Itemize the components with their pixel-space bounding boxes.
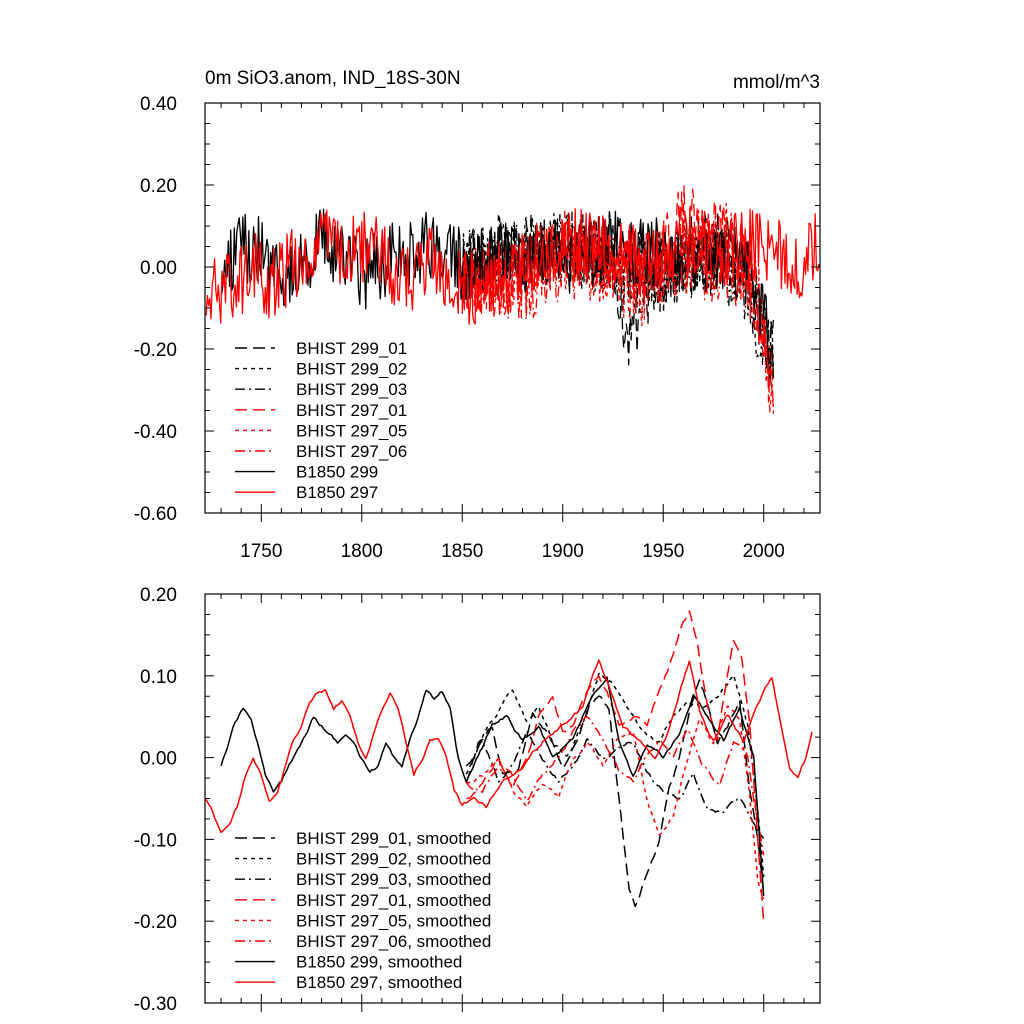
top-series-line: [461, 211, 775, 387]
top-ytick-label: -0.20: [134, 340, 177, 361]
top-legend-label: B1850 297: [296, 483, 378, 502]
top-ytick-label: 0.40: [140, 94, 177, 115]
top-xtick-label: 1800: [341, 541, 383, 562]
bottom-legend-label: BHIST 297_05, smoothed: [296, 911, 491, 930]
top-title: 0m SiO3.anom, IND_18S-30N: [205, 68, 461, 89]
bottom-legend-label: BHIST 299_01, smoothed: [296, 829, 491, 848]
top-legend-label: BHIST 299_02: [296, 360, 407, 379]
top-legend-label: BHIST 299_03: [296, 380, 407, 399]
top-ytick-label: 0.20: [140, 176, 177, 197]
bottom-ytick-label: 0.00: [140, 749, 177, 770]
bottom-ytick-label: 0.10: [140, 667, 177, 688]
bottom-series-line: [465, 730, 765, 839]
top-xtick-label: 1900: [542, 541, 584, 562]
bottom-panel: 0.20 0.10 0.00 -0.10 -0.20 -0.30 BHIST 2…: [134, 585, 821, 1015]
bottom-legend-label: B1850 297, smoothed: [296, 973, 462, 992]
bottom-y-tick-labels: 0.20 0.10 0.00 -0.10 -0.20 -0.30: [134, 585, 177, 1015]
top-ytick-label: -0.40: [134, 422, 177, 443]
top-xtick-label: 1950: [642, 541, 684, 562]
bottom-series-line: [220, 676, 765, 896]
bottom-series-line: [466, 610, 765, 923]
top-series-layer: [204, 185, 821, 414]
bottom-ytick-label: 0.20: [140, 585, 177, 606]
top-units: mmol/m^3: [733, 72, 820, 93]
bottom-legend-label: BHIST 299_02, smoothed: [296, 850, 491, 869]
bottom-ticks: [205, 593, 820, 1012]
bottom-legend-label: B1850 299, smoothed: [296, 953, 462, 972]
bottom-legend-label: BHIST 299_03, smoothed: [296, 870, 491, 889]
top-series-line: [461, 202, 775, 414]
top-xtick-label: 2000: [743, 541, 785, 562]
top-ticks: [205, 102, 820, 522]
bottom-ytick-label: -0.30: [134, 994, 177, 1015]
top-legend-label: B1850 299: [296, 463, 378, 482]
top-legend-label: BHIST 299_01: [296, 339, 407, 358]
bottom-legend: BHIST 299_01, smoothed BHIST 299_02, smo…: [235, 829, 491, 992]
bottom-series-line: [204, 659, 813, 834]
bottom-series-line: [466, 705, 765, 900]
top-y-tick-labels: 0.40 0.20 0.00 -0.20 -0.40 -0.60: [134, 94, 177, 525]
top-ytick-label: -0.60: [134, 504, 177, 525]
bottom-series-layer: [204, 610, 813, 923]
top-series-line: [204, 206, 821, 325]
bottom-series-line: [465, 672, 765, 877]
bottom-ytick-label: -0.10: [134, 830, 177, 851]
top-xtick-label: 1750: [240, 541, 282, 562]
top-legend-label: BHIST 297_01: [296, 401, 407, 420]
bottom-legend-label: BHIST 297_06, smoothed: [296, 932, 491, 951]
top-legend-label: BHIST 297_05: [296, 421, 407, 440]
top-ytick-label: 0.00: [140, 258, 177, 279]
top-legend: BHIST 299_01 BHIST 299_02 BHIST 299_03 B…: [235, 339, 407, 502]
top-series-line: [461, 210, 775, 377]
top-xtick-label: 1850: [441, 541, 483, 562]
bottom-legend-label: BHIST 297_01, smoothed: [296, 891, 491, 910]
top-x-tick-labels: 1750 1800 1850 1900 1950 2000: [240, 541, 785, 562]
bottom-series-line: [465, 679, 765, 908]
top-panel: 0m SiO3.anom, IND_18S-30N mmol/m^3 0.40 …: [134, 68, 821, 562]
bottom-ytick-label: -0.20: [134, 912, 177, 933]
top-legend-label: BHIST 297_06: [296, 442, 407, 461]
